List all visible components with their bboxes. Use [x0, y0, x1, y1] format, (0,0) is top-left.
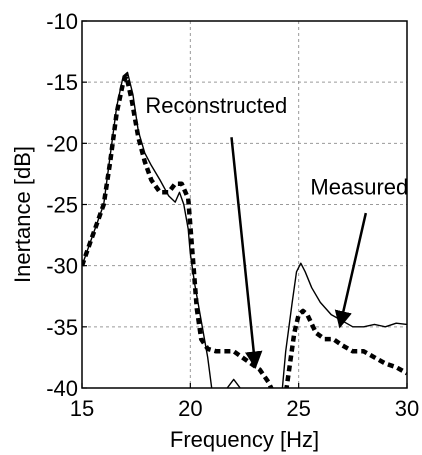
- y-tick-label: -15: [46, 70, 78, 95]
- y-tick-label: -20: [46, 131, 78, 156]
- series-line-reconstructed: [82, 73, 407, 388]
- x-tick-label: 25: [286, 396, 310, 421]
- y-tick-label: -30: [46, 254, 78, 279]
- x-axis-label: Frequency [Hz]: [170, 427, 319, 452]
- annotation-arrow-reconstructed: [230, 137, 263, 369]
- tick-labels: 15 20 25 30 -10 -15 -20 -25 -30 -35 -40: [46, 9, 419, 421]
- series-layer: [82, 71, 407, 388]
- y-tick-label: -40: [46, 376, 78, 401]
- annotation-layer: Reconstructed Measured: [145, 93, 408, 369]
- x-tick-label: 20: [178, 396, 202, 421]
- series-line-measured: [82, 71, 407, 388]
- annotation-arrow-measured: [334, 212, 368, 329]
- annotation-label-measured: Measured: [310, 175, 408, 200]
- x-tick-label: 30: [395, 396, 419, 421]
- y-axis-label: Inertance [dB]: [10, 146, 35, 283]
- grid-lines: [82, 21, 407, 388]
- annotation-label-reconstructed: Reconstructed: [145, 93, 287, 118]
- y-tick-label: -10: [46, 9, 78, 34]
- y-tick-label: -25: [46, 193, 78, 218]
- y-tick-label: -35: [46, 315, 78, 340]
- x-tick-label: 15: [70, 396, 94, 421]
